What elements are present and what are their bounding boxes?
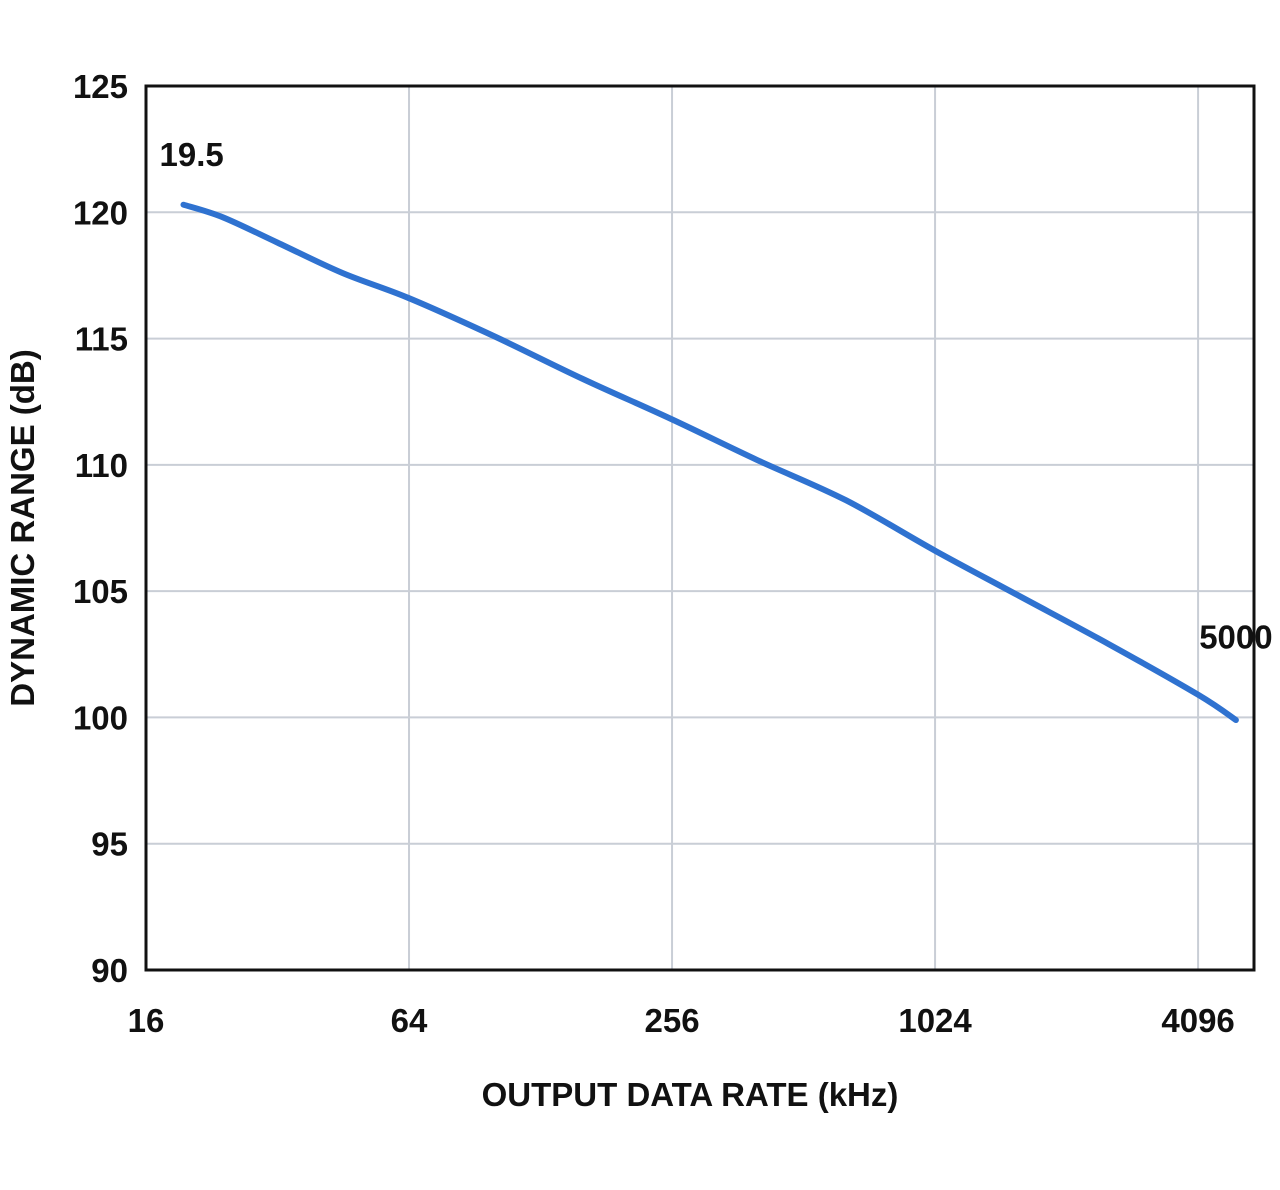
- point-annotation: 19.5: [160, 136, 224, 173]
- y-tick-label: 105: [73, 573, 128, 610]
- y-tick-label: 90: [91, 952, 128, 989]
- x-tick-label: 64: [391, 1002, 428, 1039]
- y-tick-label: 95: [91, 826, 128, 863]
- y-tick-label: 110: [75, 447, 128, 484]
- point-annotation: 5000: [1199, 619, 1272, 656]
- x-axis-title: OUTPUT DATA RATE (kHz): [482, 1076, 899, 1113]
- x-tick-label: 256: [645, 1002, 700, 1039]
- x-tick-label: 4096: [1161, 1002, 1234, 1039]
- x-tick-label: 16: [128, 1002, 165, 1039]
- annotations: 19.5 5000: [160, 136, 1273, 655]
- y-tick-label: 120: [73, 194, 128, 231]
- y-tick-labels: 90 95 100 105 110 115 120 125: [73, 68, 128, 989]
- x-tick-labels: 16 64 256 1024 4096: [128, 1002, 1235, 1039]
- series-line: [180, 201, 1239, 723]
- plot-frame: [144, 84, 1256, 972]
- x-tick-label: 1024: [898, 1002, 972, 1039]
- y-tick-label: 100: [73, 699, 128, 736]
- y-tick-label: 125: [73, 68, 128, 105]
- series-layer: [180, 201, 1239, 723]
- grid: [146, 86, 1254, 970]
- y-tick-label: 115: [75, 321, 128, 358]
- y-axis-title: DYNAMIC RANGE (dB): [4, 349, 41, 706]
